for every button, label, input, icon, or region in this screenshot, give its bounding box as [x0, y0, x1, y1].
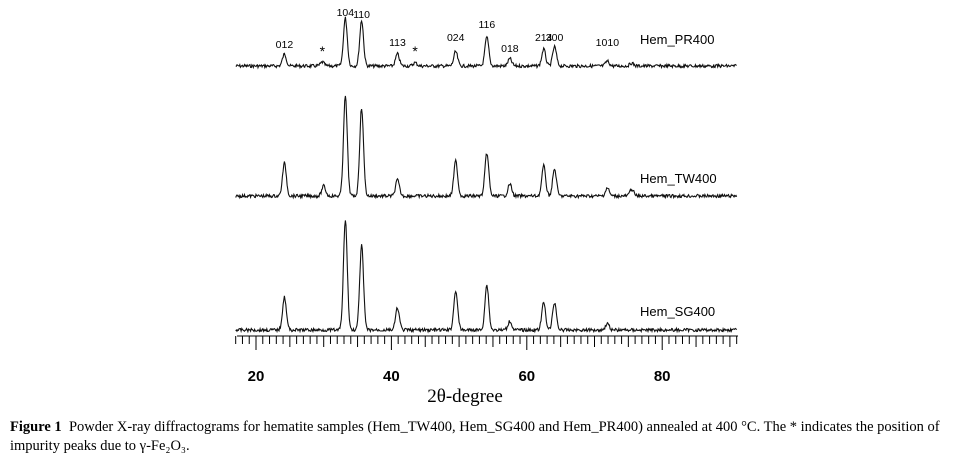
figure-caption: Figure 1 Powder X-ray diffractograms for…	[10, 418, 946, 456]
peak-label: 110	[353, 9, 370, 21]
peak-label: 018	[501, 43, 519, 55]
caption-text: Powder X-ray diffractograms for hematite…	[10, 419, 940, 454]
peak-label: 116	[478, 19, 495, 31]
impurity-marker: *	[320, 43, 326, 59]
x-tick-label: 80	[654, 368, 671, 385]
trace-hem-pr400	[235, 16, 737, 70]
trace-group	[235, 16, 738, 334]
xrd-chart: Hem_PR400 Hem_TW400 Hem_SG400 012 * 104 110 11…	[235, 7, 739, 407]
x-tick-label: 60	[518, 368, 535, 385]
peak-label: 012	[276, 39, 294, 51]
peak-label: 113	[389, 37, 406, 49]
trace-hem-tw400	[235, 95, 738, 200]
x-axis: 20 40 60 80 2θ-degree	[235, 335, 739, 407]
x-tick-label: 20	[248, 368, 265, 385]
peak-label: 300	[546, 32, 564, 44]
peak-label: 104	[337, 7, 355, 19]
impurity-marker: *	[412, 43, 418, 59]
series-label: Hem_SG400	[640, 304, 715, 319]
peak-label: 1010	[596, 37, 620, 49]
series-label-group: Hem_PR400 Hem_TW400 Hem_SG400	[640, 32, 717, 319]
series-label: Hem_PR400	[640, 32, 714, 47]
caption-label: Figure 1	[10, 419, 62, 435]
trace-hem-sg400	[235, 220, 738, 334]
x-axis-label: 2θ-degree	[427, 386, 503, 407]
peak-label: 214	[535, 32, 553, 44]
x-tick-label: 40	[383, 368, 400, 385]
peak-label: 024	[447, 32, 465, 44]
series-label: Hem_TW400	[640, 171, 717, 186]
